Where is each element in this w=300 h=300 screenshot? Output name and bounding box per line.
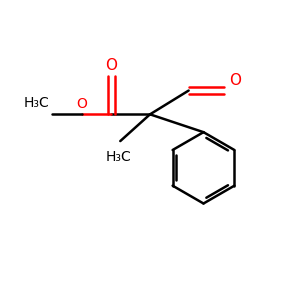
- Text: H₃C: H₃C: [106, 150, 132, 164]
- Text: H₃C: H₃C: [23, 96, 49, 110]
- Text: O: O: [76, 97, 87, 111]
- Text: O: O: [229, 73, 241, 88]
- Text: O: O: [105, 58, 117, 73]
